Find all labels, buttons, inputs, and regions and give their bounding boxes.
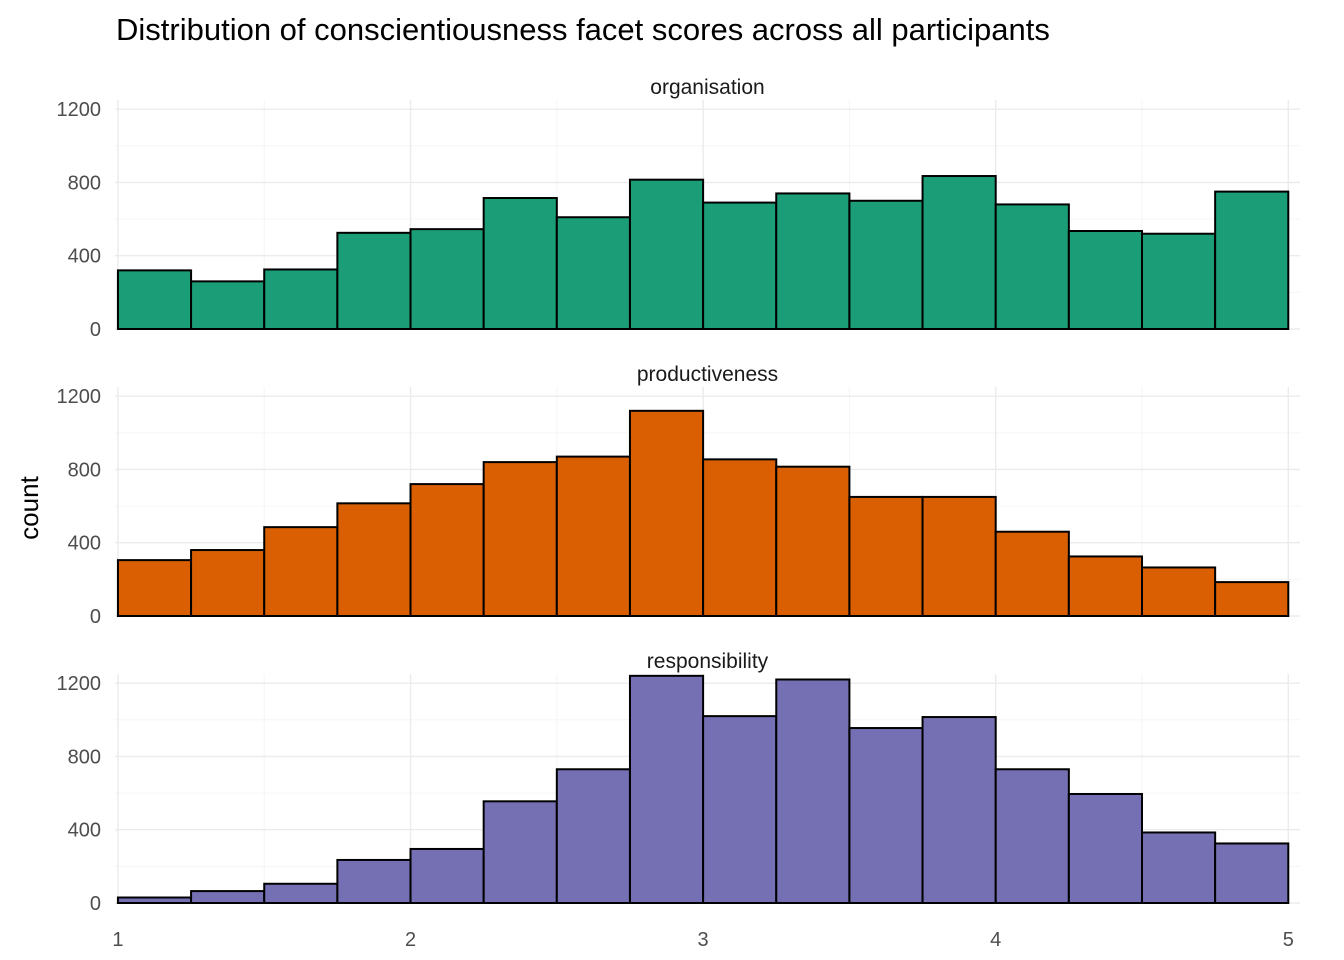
y-tick-label: 0 xyxy=(90,893,101,915)
histogram-bar xyxy=(994,203,1070,330)
facet-strip-label: organisation xyxy=(650,76,764,99)
histogram-bar xyxy=(1141,232,1217,330)
histogram-bar xyxy=(336,858,412,904)
y-tick-label: 400 xyxy=(68,533,101,555)
y-tick-label: 1200 xyxy=(57,99,102,121)
histogram-bar xyxy=(775,465,851,617)
histogram-bar xyxy=(1067,792,1143,904)
histogram-bar xyxy=(1067,229,1143,331)
histogram-bar xyxy=(1067,555,1143,618)
facet-panel-productiveness: productiveness 0 400 800 1200 xyxy=(57,363,1300,628)
x-tick-label: 3 xyxy=(698,929,709,951)
x-tick-label: 2 xyxy=(405,929,416,951)
histogram-bar xyxy=(482,461,558,617)
y-tick-label: 400 xyxy=(68,820,101,842)
y-tick-label: 0 xyxy=(90,606,101,628)
histogram-bar xyxy=(775,192,851,330)
histogram-bar xyxy=(921,175,997,330)
histogram-bar xyxy=(116,269,193,331)
chart-title: Distribution of conscientiousness facet … xyxy=(116,12,1050,47)
histogram-bar xyxy=(628,674,705,904)
y-tick-label: 800 xyxy=(68,459,101,481)
histogram-bar xyxy=(848,199,924,330)
histogram-bar xyxy=(994,768,1070,904)
y-tick-label: 1200 xyxy=(57,673,102,695)
histogram-bar xyxy=(555,455,631,617)
histogram-bar xyxy=(555,216,631,330)
facet-panel-responsibility: responsibility 0 400 800 1200 xyxy=(57,650,1300,915)
histogram-bar xyxy=(336,502,412,617)
y-tick-label: 400 xyxy=(68,246,101,268)
histogram-bar xyxy=(263,882,339,904)
histogram-bar xyxy=(848,727,924,904)
facet-panels: organisation 0 400 800 1200 productiveness 0 40… xyxy=(57,76,1300,915)
x-axis: 1 2 3 4 5 xyxy=(112,929,1293,951)
histogram-bar xyxy=(336,231,412,331)
y-axis-title: count xyxy=(14,475,44,539)
histogram-bar xyxy=(848,495,924,618)
facet-strip-label: responsibility xyxy=(647,650,769,673)
histogram-bar xyxy=(994,530,1070,618)
histogram-bar xyxy=(263,268,339,330)
histogram-bar xyxy=(775,678,851,904)
histogram-bar xyxy=(702,715,778,904)
histogram-bar xyxy=(702,201,778,330)
histogram-bar xyxy=(190,280,266,331)
histogram-bar xyxy=(1141,566,1217,618)
histogram-bar xyxy=(1214,842,1290,905)
histogram-bar xyxy=(1214,190,1290,330)
facet-panel-organisation: organisation 0 400 800 1200 xyxy=(57,76,1300,341)
y-tick-label: 0 xyxy=(90,319,101,341)
histogram-bar xyxy=(628,409,705,618)
facet-strip-label: productiveness xyxy=(637,363,778,386)
histogram-bar xyxy=(263,526,339,618)
histogram-bar xyxy=(921,716,997,904)
histogram-bar xyxy=(409,228,485,331)
histogram-bar xyxy=(482,800,558,904)
histogram-bar xyxy=(1214,581,1290,617)
histogram-bar xyxy=(555,768,631,904)
histogram-bar xyxy=(190,890,266,904)
histogram-bar xyxy=(1141,831,1217,905)
histogram-bar xyxy=(409,847,485,904)
histogram-bar xyxy=(628,178,705,330)
histogram-bar xyxy=(409,483,485,618)
y-tick-label: 1200 xyxy=(57,386,102,408)
x-tick-label: 5 xyxy=(1283,929,1294,951)
y-tick-label: 800 xyxy=(68,746,101,768)
x-tick-label: 1 xyxy=(112,929,123,951)
x-tick-label: 4 xyxy=(990,929,1001,951)
histogram-bar xyxy=(921,495,997,618)
histogram-bar xyxy=(702,458,778,618)
histogram-bar xyxy=(482,197,558,330)
histogram-bar xyxy=(190,549,266,617)
histogram-bar xyxy=(116,559,193,618)
histogram-bar xyxy=(116,896,193,905)
y-tick-label: 800 xyxy=(68,172,101,194)
